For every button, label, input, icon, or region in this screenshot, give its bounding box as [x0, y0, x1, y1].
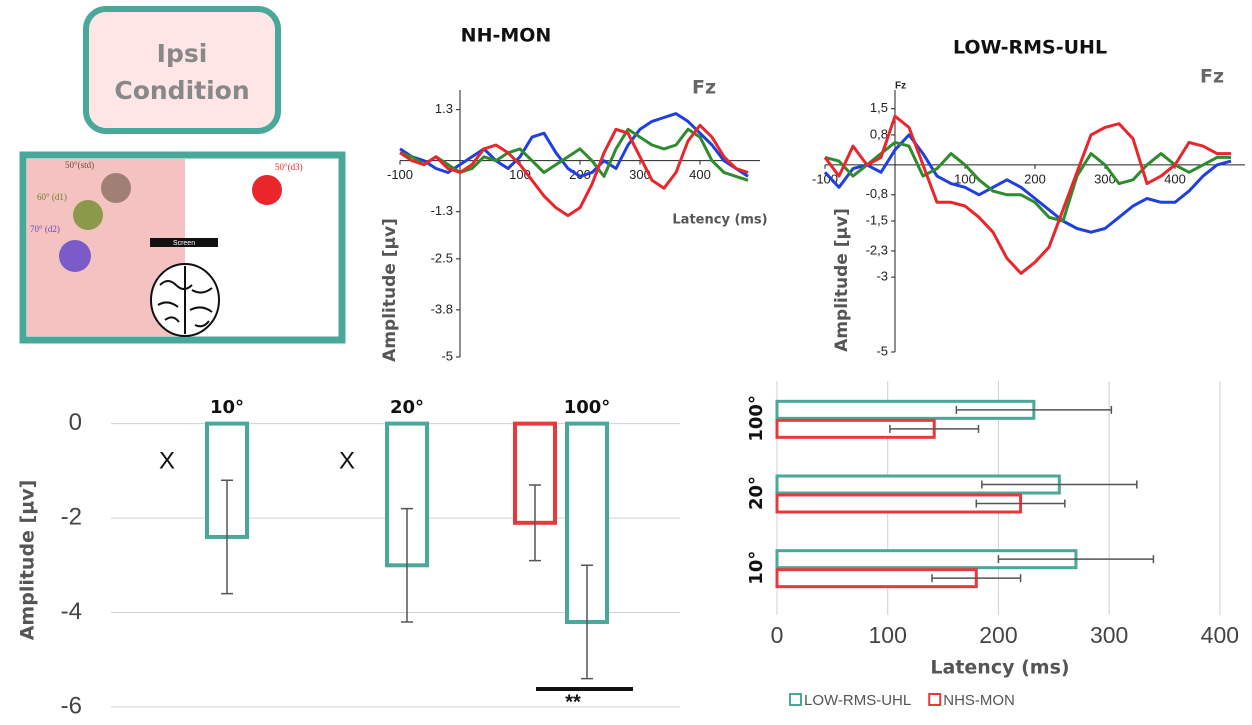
screen-label: Screen	[173, 240, 195, 247]
y-tick-label: -2,3	[866, 242, 888, 257]
erp-line	[823, 114, 1231, 275]
y-axis-label: Amplitude [µv]	[380, 218, 400, 362]
y-tick-label: 1.3	[435, 101, 453, 116]
x-axis-label: Latency (ms)	[930, 657, 1069, 679]
error-bar	[401, 507, 413, 623]
erp-line	[399, 123, 749, 218]
y-tick-label: -5	[441, 348, 453, 363]
erp-line	[399, 112, 749, 178]
category-label: 10°	[210, 397, 244, 418]
category-label: 100°	[564, 397, 611, 418]
axis-electrode-label: Fz	[895, 81, 906, 92]
speaker-label: 70° (d2)	[30, 224, 60, 234]
error-bar	[955, 405, 1113, 414]
category-label: 100°	[746, 395, 767, 442]
legend-label: NHS-MON	[943, 692, 1015, 709]
category-label: 20°	[390, 397, 424, 418]
y-tick-label: -3.8	[431, 301, 453, 316]
y-tick-label: -5	[876, 343, 888, 358]
electrode-label: Fz	[692, 77, 716, 99]
x-tick-label: 100	[954, 171, 976, 186]
x-tick-label: -100	[387, 167, 413, 182]
y-tick-label: -4	[61, 598, 82, 625]
x-tick-label: 0	[771, 622, 784, 648]
error-bar	[975, 499, 1066, 508]
x-tick-label: 400	[1164, 171, 1186, 186]
speaker	[59, 240, 91, 272]
y-axis-label: Amplitude [µv]	[832, 208, 852, 352]
speaker-label: 50°(d3)	[275, 162, 303, 172]
x-tick-label: 300	[1094, 171, 1116, 186]
y-tick-label: -1,5	[866, 212, 888, 227]
x-tick-label: 400	[689, 167, 711, 182]
brain-folds	[157, 266, 213, 334]
error-bar	[221, 479, 233, 595]
category-label: 10°	[746, 551, 767, 585]
y-tick-label: -2.5	[431, 250, 453, 265]
x-tick-label: 200	[1024, 171, 1046, 186]
error-bar	[581, 564, 593, 680]
error-bar	[981, 480, 1138, 489]
x-tick-label: 400	[1201, 622, 1239, 648]
speaker	[252, 175, 282, 205]
speaker	[101, 173, 131, 203]
erp-line	[824, 140, 1231, 223]
y-tick-label: -0,8	[866, 186, 888, 201]
error-bar	[529, 484, 541, 562]
legend-swatch	[789, 693, 802, 706]
erp-line	[823, 133, 1232, 234]
condition-label: Condition	[114, 76, 249, 105]
missing-marker: X	[159, 447, 175, 474]
missing-marker: X	[339, 447, 355, 474]
setup-diagram: 50°(std) 60° (d1) 70° (d2) 50°(d3) Scree…	[19, 151, 346, 344]
screen	[150, 238, 218, 247]
chart-title: NH-MON	[461, 25, 552, 47]
y-tick-label: -1.3	[431, 203, 453, 218]
legend-swatch	[928, 693, 942, 706]
x-axis-label: Latency (ms)	[672, 213, 767, 228]
x-tick-label: 200	[979, 622, 1017, 648]
y-tick-label: 0	[69, 409, 82, 436]
condition-label: Ipsi	[157, 39, 208, 68]
y-tick-label: -6	[61, 692, 82, 719]
x-tick-label: -100	[812, 171, 838, 186]
significance-label: **	[565, 691, 581, 713]
error-bar	[997, 555, 1155, 564]
condition-box	[83, 6, 281, 134]
category-label: 20°	[746, 476, 767, 510]
electrode-label: Fz	[1200, 66, 1224, 88]
x-tick-label: 300	[629, 167, 651, 182]
chart-title: LOW-RMS-UHL	[953, 37, 1107, 59]
y-tick-label: 0,8	[870, 126, 888, 141]
legend-label: LOW-RMS-UHL	[804, 692, 911, 709]
y-tick-label: -2	[61, 503, 82, 530]
speaker-label: 50°(std)	[65, 160, 94, 170]
x-tick-label: 300	[1090, 622, 1128, 648]
x-tick-label: 100	[869, 622, 907, 648]
error-bar	[931, 574, 1022, 583]
speaker-label: 60° (d1)	[37, 192, 67, 202]
y-tick-label: -3	[876, 269, 888, 284]
speaker	[73, 200, 103, 230]
error-bar	[889, 424, 980, 433]
y-axis-label: Amplitude [µv]	[17, 480, 39, 641]
y-tick-label: 1,5	[870, 100, 888, 115]
